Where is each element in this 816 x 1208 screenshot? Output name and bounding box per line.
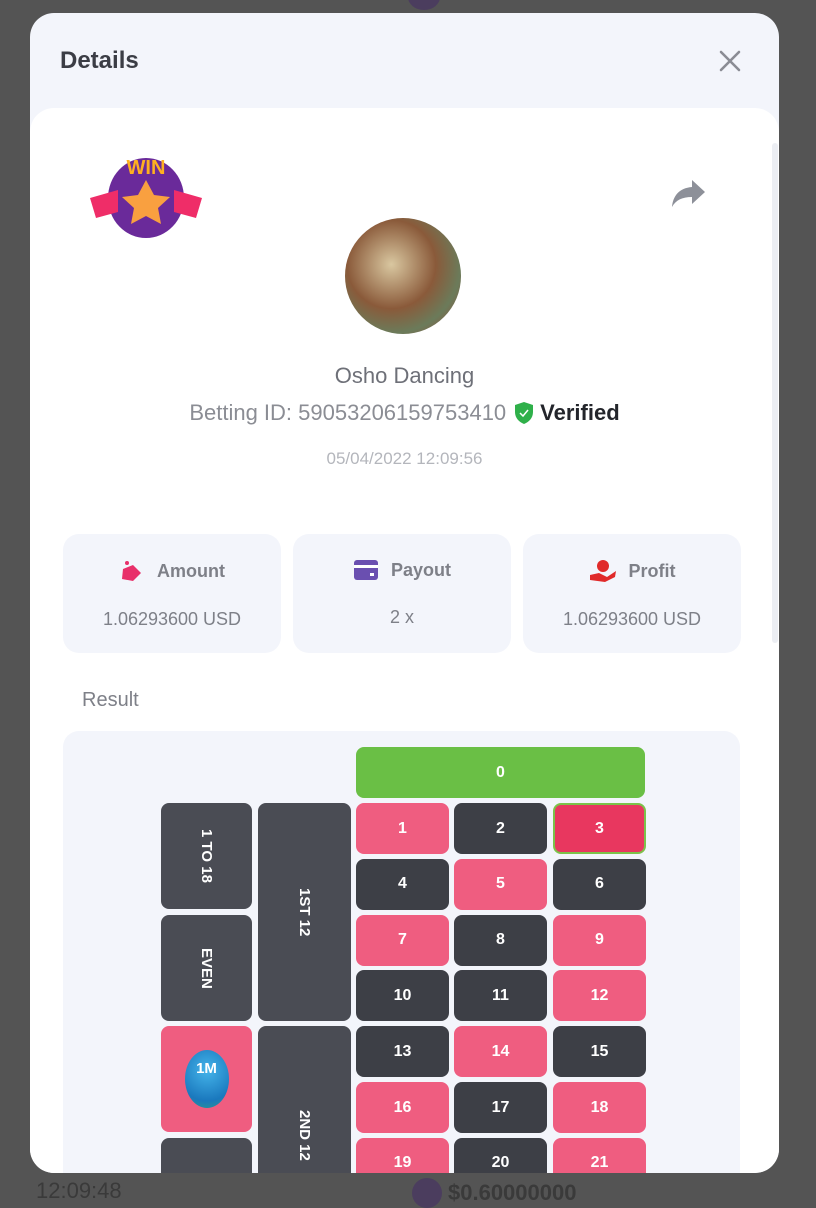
stat-value: 1.06293600 USD xyxy=(562,609,702,629)
background-coin-icon xyxy=(408,0,440,10)
stat-label: Amount xyxy=(157,560,225,581)
player-name: Osho Dancing xyxy=(334,363,475,388)
cell-number-3[interactable]: 3 xyxy=(553,803,646,854)
shield-check-icon xyxy=(515,402,534,424)
cell-number-4[interactable]: 4 xyxy=(356,858,449,910)
stat-value: 2 x xyxy=(389,607,414,627)
cell-zero[interactable]: 0 xyxy=(356,747,645,798)
cell-number-11[interactable]: 11 xyxy=(454,970,547,1022)
background-amount: $0.60000000 xyxy=(412,1178,576,1208)
win-badge-icon: WIN xyxy=(90,157,202,238)
verified-label: Verified xyxy=(540,400,620,425)
share-icon[interactable] xyxy=(670,178,706,208)
details-modal: Details WIN Osho Dancing Betting ID: 590… xyxy=(30,13,779,1173)
cell-number-7[interactable]: 7 xyxy=(356,914,449,966)
cell-number-5[interactable]: 5 xyxy=(454,858,547,910)
wallet-icon xyxy=(353,560,378,580)
bet-1-to-18[interactable]: 1 TO 18 xyxy=(161,803,252,909)
bet-2nd-12[interactable]: 2ND 12 xyxy=(258,1026,351,1173)
cell-number-10[interactable]: 10 xyxy=(356,970,449,1022)
coin-icon xyxy=(412,1178,442,1208)
cell-number-17[interactable]: 17 xyxy=(454,1082,547,1133)
betting-id-row: Betting ID: 59053206159753410 Verified xyxy=(30,400,779,426)
bet-date: 05/04/2022 12:09:56 xyxy=(326,449,483,468)
cell-number-19[interactable]: 19 xyxy=(356,1137,449,1173)
scrollbar[interactable] xyxy=(772,143,778,643)
stat-label: Profit xyxy=(628,560,676,581)
cell-number-2[interactable]: 2 xyxy=(454,803,547,854)
background-time: 12:09:48 xyxy=(36,1178,122,1203)
close-icon[interactable] xyxy=(716,47,744,75)
cell-number-16[interactable]: 16 xyxy=(356,1082,449,1133)
cell-number-9[interactable]: 9 xyxy=(553,914,646,966)
cell-number-21[interactable]: 21 xyxy=(553,1137,646,1173)
cell-number-6[interactable]: 6 xyxy=(553,858,646,910)
cell-number-18[interactable]: 18 xyxy=(553,1082,646,1133)
chip-icon: 1M xyxy=(184,1050,229,1108)
cell-number-12[interactable]: 12 xyxy=(553,970,646,1022)
background-amount-text: $0.60000000 xyxy=(448,1180,577,1205)
result-label: Result xyxy=(82,689,139,711)
player-avatar xyxy=(345,218,461,334)
cell-number-8[interactable]: 8 xyxy=(454,914,547,966)
verified-badge: Verified xyxy=(514,400,620,426)
cell-number-15[interactable]: 15 xyxy=(553,1026,646,1078)
stat-payout: Payout 2 x xyxy=(293,534,511,653)
hand-coin-icon xyxy=(589,560,616,582)
bet-1st-12[interactable]: 1ST 12 xyxy=(258,803,351,1021)
stat-value: 1.06293600 USD xyxy=(102,609,242,629)
bet-red[interactable]: 1M xyxy=(161,1026,252,1132)
cell-number-20[interactable]: 20 xyxy=(454,1137,547,1173)
cell-number-14[interactable]: 14 xyxy=(454,1026,547,1078)
money-bag-icon xyxy=(122,561,141,581)
cell-number-13[interactable]: 13 xyxy=(356,1026,449,1078)
bet-even[interactable]: EVEN xyxy=(161,915,252,1021)
modal-title: Details xyxy=(60,47,139,74)
svg-text:WIN: WIN xyxy=(127,157,166,179)
betting-id: Betting ID: 59053206159753410 xyxy=(189,400,507,425)
cell-number-1[interactable]: 1 xyxy=(356,803,449,854)
stat-label: Payout xyxy=(390,559,451,580)
stat-amount: Amount 1.06293600 USD xyxy=(63,534,281,653)
stats-row: Amount 1.06293600 USD Payout 2 x Profit … xyxy=(63,534,741,653)
stat-profit: Profit 1.06293600 USD xyxy=(523,534,741,653)
bet-black[interactable] xyxy=(161,1138,252,1173)
